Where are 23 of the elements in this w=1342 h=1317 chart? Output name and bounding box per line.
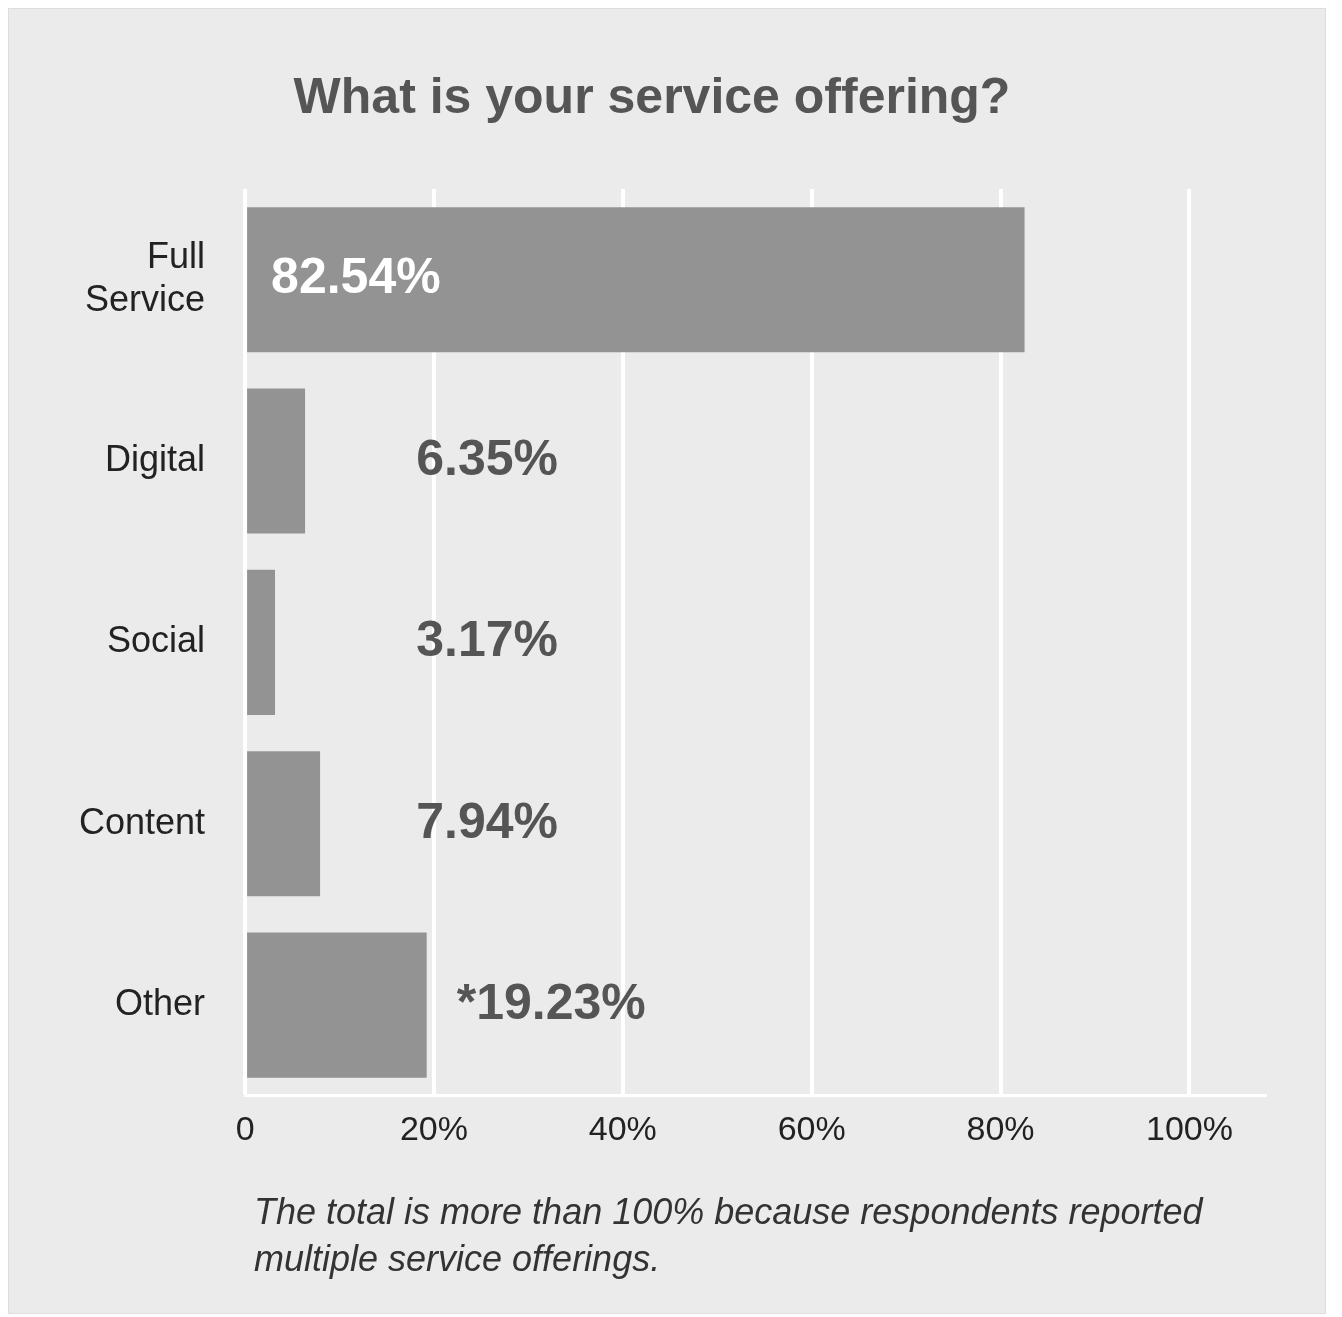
chart-title: What is your service offering? bbox=[293, 67, 1011, 124]
y-tick-label: Other bbox=[115, 982, 206, 1024]
x-tick-label: 100% bbox=[1145, 1108, 1233, 1147]
bar bbox=[247, 388, 306, 534]
bar bbox=[247, 751, 321, 897]
x-tick-label: 20% bbox=[399, 1108, 468, 1147]
data-label: 6.35% bbox=[416, 429, 558, 486]
y-tick-label: Social bbox=[107, 619, 206, 661]
x-tick-label: 80% bbox=[966, 1108, 1035, 1147]
x-tick-label: 40% bbox=[588, 1108, 657, 1147]
data-label: 7.94% bbox=[416, 792, 558, 849]
bar bbox=[247, 932, 427, 1078]
y-tick-label: Full Service bbox=[85, 235, 206, 320]
data-label: 3.17% bbox=[416, 611, 558, 668]
bar bbox=[247, 569, 276, 715]
x-tick-label: 60% bbox=[777, 1108, 846, 1147]
y-tick-label: Content bbox=[78, 800, 206, 842]
data-label: 82.54% bbox=[271, 248, 441, 305]
text: The total is more than 100% because respondents reported multiple service offerings. bbox=[254, 1190, 1205, 1281]
data-label: *19.23% bbox=[456, 973, 646, 1030]
bar bbox=[247, 207, 1025, 353]
y-tick-label: Digital bbox=[105, 437, 206, 479]
x-tick-label: 0 bbox=[235, 1108, 255, 1147]
